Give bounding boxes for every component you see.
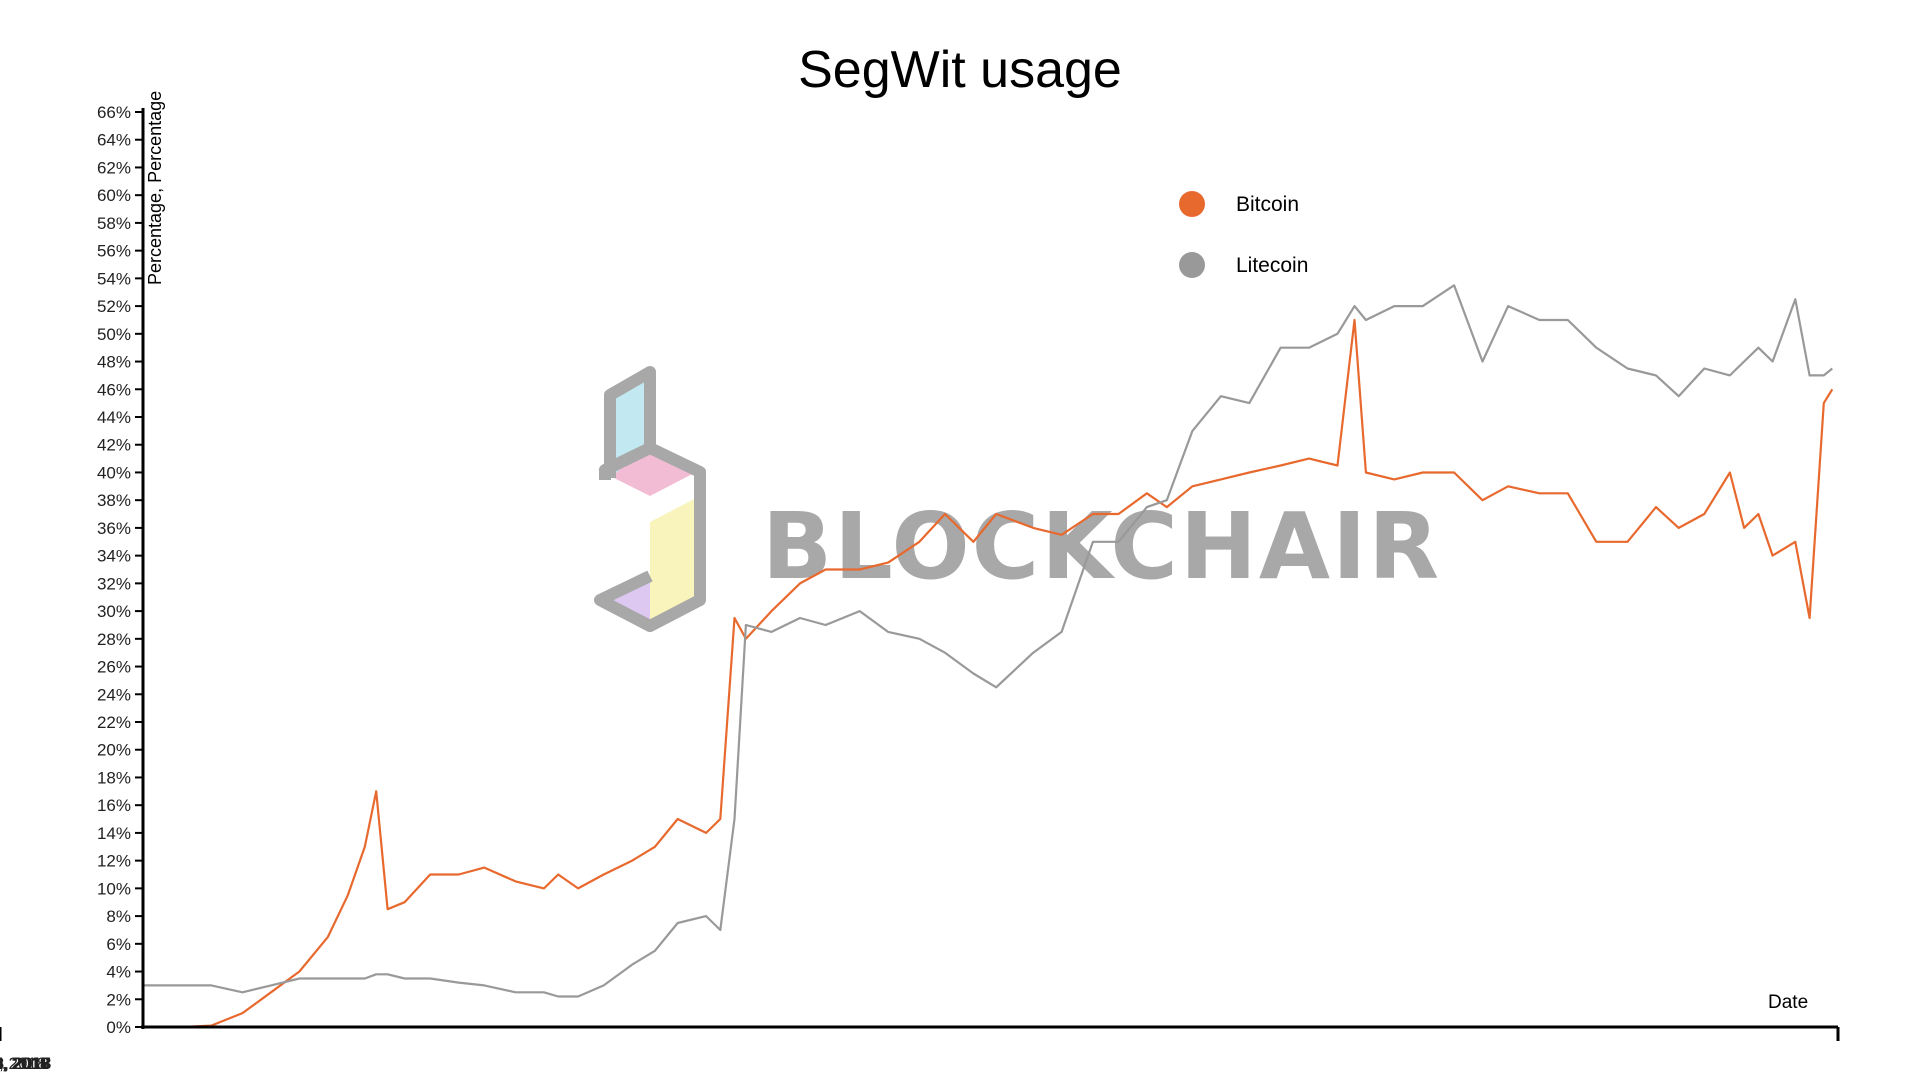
y-tick-label: 40% [97,463,131,482]
y-tick-label: 0% [106,1018,131,1037]
y-tick-label: 22% [97,713,131,732]
legend-marker-bitcoin [1179,191,1205,217]
y-tick-label: 44% [97,408,131,427]
y-tick-label: 28% [97,630,131,649]
y-tick-label: 20% [97,741,131,760]
x-tick-label: Jul 27, 2018 [0,1054,46,1073]
y-tick-label: 46% [97,380,131,399]
y-tick-label: 60% [97,186,131,205]
x-tick-label: Sep 25, 2018 [0,1054,51,1073]
y-tick-label: 14% [97,824,131,843]
x-tick-label: Jan 23, 2019 [0,1054,49,1073]
y-tick-label: 38% [97,491,131,510]
y-tick-label: 24% [97,685,131,704]
x-tick-label: Mar 29, 2018 [0,1054,50,1073]
y-tick-label: 58% [97,214,131,233]
y-tick-label: 66% [97,103,131,122]
y-tick-label: 26% [97,658,131,677]
x-tick-label: May 28, 2018 [0,1054,52,1073]
legend-label-bitcoin: Bitcoin [1236,193,1299,216]
chart-title: SegWit usage [798,41,1122,99]
logo-yellow-face [650,496,700,626]
series-layer [143,284,1834,1029]
y-tick-label: 54% [97,269,131,288]
x-tick-label: Nov 24, 2018 [0,1054,51,1073]
legend: Bitcoin Litecoin [1179,191,1308,278]
legend-marker-litecoin [1179,252,1205,278]
y-tick-label: 4% [106,963,131,982]
y-tick-label: 6% [106,935,131,954]
y-tick-label: 8% [106,907,131,926]
x-tick-label: Nov 29, 2017 [0,1054,51,1073]
series-line-litecoin [143,284,1833,998]
legend-label-litecoin: Litecoin [1236,254,1308,277]
y-tick-label: 2% [106,990,131,1009]
y-tick-label: 18% [97,768,131,787]
y-tick-label: 36% [97,519,131,538]
y-tick-label: 16% [97,796,131,815]
y-tick-label: 12% [97,852,131,871]
y-tick-label: 34% [97,547,131,566]
y-tick-label: 64% [97,131,131,150]
y-tick-label: 62% [97,158,131,177]
y-tick-label: 10% [97,879,131,898]
y-tick-label: 50% [97,325,131,344]
axes-layer: 0% 2% 4% 6% 8% 10% 12% 14% 16% 18% 20% 22% 24% 26% 28%… [0,103,1840,1073]
y-tick-label: 30% [97,602,131,621]
y-tick-label: 48% [97,353,131,372]
y-tick-label: 52% [97,297,131,316]
blockchair-watermark-logo: BLOCKCHAIR [594,366,1441,632]
x-tick-label: Aug 01, 2017 [0,1054,51,1073]
y-tick-label: 56% [97,242,131,261]
y-tick-label: 42% [97,436,131,455]
x-tick-label: Sep 30, 2017 [0,1054,51,1073]
series-line-bitcoin [143,318,1834,1029]
y-tick-label: 32% [97,574,131,593]
x-axis-label: Date [1768,992,1809,1013]
x-tick-label: Jan 28, 2018 [0,1054,49,1073]
watermark-text: BLOCKCHAIR [762,493,1441,600]
logo-outline [594,366,706,632]
